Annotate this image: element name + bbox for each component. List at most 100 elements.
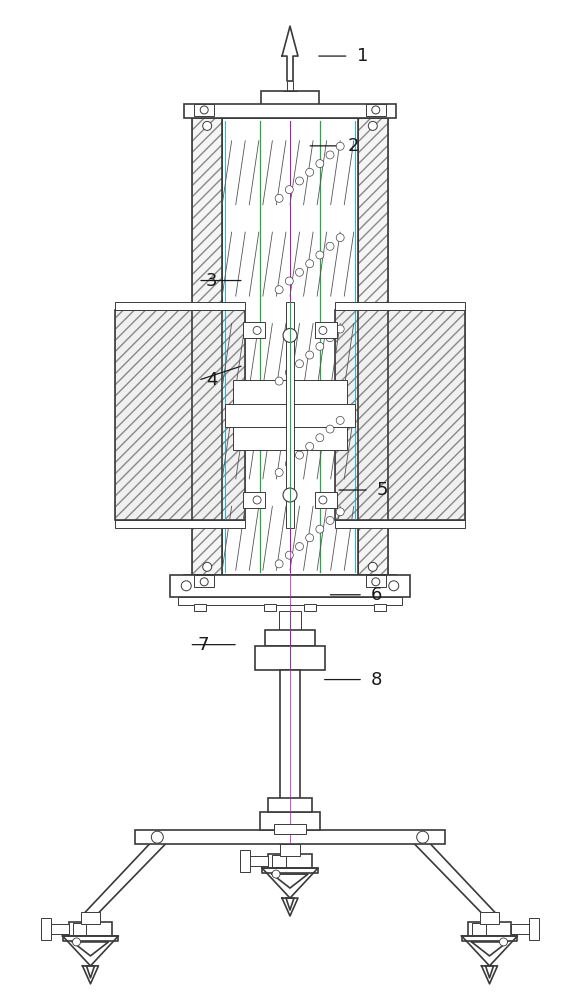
Polygon shape [72, 942, 108, 956]
Circle shape [316, 525, 324, 533]
Bar [225, 404, 355, 427]
Bar [374, 604, 386, 611]
Polygon shape [282, 898, 298, 916]
Circle shape [275, 560, 283, 568]
Circle shape [295, 451, 303, 459]
Circle shape [306, 351, 314, 359]
Text: 5: 5 [377, 481, 388, 499]
Bar [222, 118, 358, 575]
Text: 3: 3 [206, 272, 218, 290]
Bar [243, 322, 265, 338]
Bar [260, 812, 320, 830]
Polygon shape [485, 966, 494, 978]
Circle shape [326, 151, 334, 159]
Circle shape [295, 543, 303, 550]
Polygon shape [63, 936, 118, 966]
Polygon shape [286, 898, 294, 910]
Circle shape [295, 360, 303, 368]
Circle shape [372, 578, 380, 586]
Polygon shape [262, 868, 318, 898]
Polygon shape [63, 936, 118, 941]
Bar [280, 670, 300, 844]
Bar [41, 918, 50, 940]
Bar [265, 630, 315, 646]
Circle shape [285, 368, 293, 376]
Bar [192, 118, 222, 575]
Bar [472, 923, 485, 935]
Circle shape [272, 870, 280, 878]
Bar [286, 302, 294, 528]
Circle shape [202, 562, 212, 571]
Circle shape [200, 106, 208, 114]
Bar [41, 924, 68, 934]
Bar [335, 520, 465, 528]
Circle shape [316, 160, 324, 168]
Bar [512, 924, 539, 934]
Bar [335, 310, 465, 520]
Circle shape [416, 831, 429, 843]
Polygon shape [462, 936, 517, 966]
Polygon shape [462, 936, 517, 941]
Circle shape [372, 106, 380, 114]
Circle shape [368, 562, 378, 571]
Text: 4: 4 [206, 371, 218, 389]
Bar [135, 830, 445, 844]
Circle shape [306, 534, 314, 542]
Bar [467, 922, 512, 936]
Bar [315, 322, 337, 338]
Circle shape [285, 551, 293, 559]
Bar [304, 604, 316, 611]
Circle shape [368, 121, 378, 130]
Circle shape [326, 516, 334, 524]
Bar [81, 912, 100, 924]
Circle shape [285, 460, 293, 468]
Text: 2: 2 [348, 137, 360, 155]
Circle shape [316, 434, 324, 442]
Circle shape [72, 938, 81, 946]
Polygon shape [481, 966, 498, 984]
Bar [178, 597, 402, 605]
Circle shape [336, 234, 344, 242]
Polygon shape [86, 966, 95, 978]
Polygon shape [472, 942, 508, 956]
Bar [261, 91, 319, 118]
Bar [315, 492, 337, 508]
Circle shape [275, 377, 283, 385]
Circle shape [182, 581, 191, 591]
Bar [480, 912, 499, 924]
Circle shape [316, 251, 324, 259]
Circle shape [326, 425, 334, 433]
Bar [115, 520, 245, 528]
Bar [115, 310, 245, 520]
Text: 1: 1 [357, 47, 368, 65]
Circle shape [275, 286, 283, 294]
Polygon shape [262, 868, 318, 873]
Circle shape [283, 488, 297, 502]
Bar [240, 856, 268, 866]
Circle shape [306, 168, 314, 176]
Bar [115, 302, 245, 310]
Circle shape [499, 938, 508, 946]
Bar [272, 855, 286, 867]
Circle shape [295, 268, 303, 276]
Bar [243, 492, 265, 508]
Bar [335, 310, 465, 520]
Bar [272, 855, 286, 867]
Circle shape [326, 242, 334, 250]
Bar [268, 798, 312, 812]
Bar [530, 918, 539, 940]
Circle shape [319, 326, 327, 334]
Bar [194, 575, 214, 587]
Bar [472, 923, 485, 935]
Bar [115, 310, 245, 520]
Circle shape [306, 442, 314, 450]
Circle shape [151, 831, 164, 843]
Circle shape [319, 496, 327, 504]
Bar [358, 118, 388, 575]
Bar [335, 302, 465, 310]
Circle shape [336, 142, 344, 150]
Bar [268, 854, 312, 868]
Text: 6: 6 [371, 586, 382, 604]
Circle shape [285, 186, 293, 194]
Bar [192, 118, 222, 575]
